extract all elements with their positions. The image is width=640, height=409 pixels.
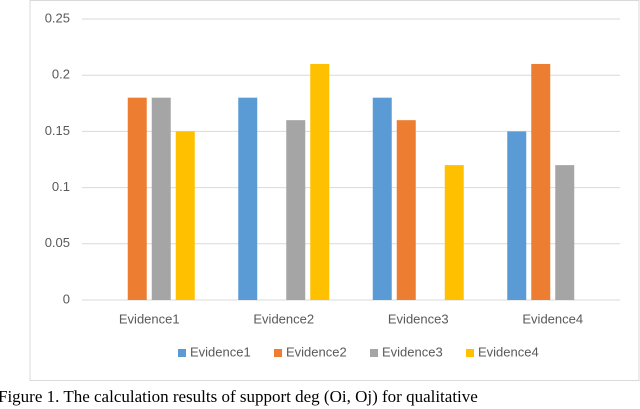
legend-swatch	[466, 349, 474, 357]
caption: Figure 1. The calculation results of sup…	[0, 387, 478, 406]
y-tick-label: 0.05	[45, 235, 70, 250]
legend-swatch	[274, 349, 282, 357]
legend-swatch	[178, 349, 186, 357]
x-tick-label: Evidence1	[119, 311, 180, 326]
legend-label: Evidence2	[286, 344, 347, 359]
y-tick-label: 0.1	[52, 179, 70, 194]
chart-border	[29, 0, 640, 381]
bar	[310, 63, 330, 301]
bar	[507, 131, 527, 300]
bar	[444, 165, 464, 300]
y-tick-label: 0.15	[45, 123, 70, 138]
legend-label: Evidence3	[382, 344, 443, 359]
x-tick-label: Evidence2	[253, 311, 314, 326]
y-tick-label: 0.25	[45, 10, 70, 25]
bar	[175, 131, 195, 300]
bar	[151, 97, 171, 301]
x-tick-label: Evidence3	[388, 311, 449, 326]
bar	[555, 165, 575, 300]
bar	[238, 97, 258, 301]
legend-label: Evidence1	[190, 344, 251, 359]
bar	[396, 120, 416, 300]
bar	[286, 120, 306, 300]
bar	[127, 97, 147, 301]
x-tick-label: Evidence4	[522, 311, 583, 326]
y-tick-label: 0.2	[52, 67, 70, 82]
bar	[531, 63, 551, 301]
legend-label: Evidence4	[478, 344, 539, 359]
bar	[372, 97, 392, 301]
y-tick-label: 0	[63, 291, 70, 306]
legend-swatch	[370, 349, 378, 357]
